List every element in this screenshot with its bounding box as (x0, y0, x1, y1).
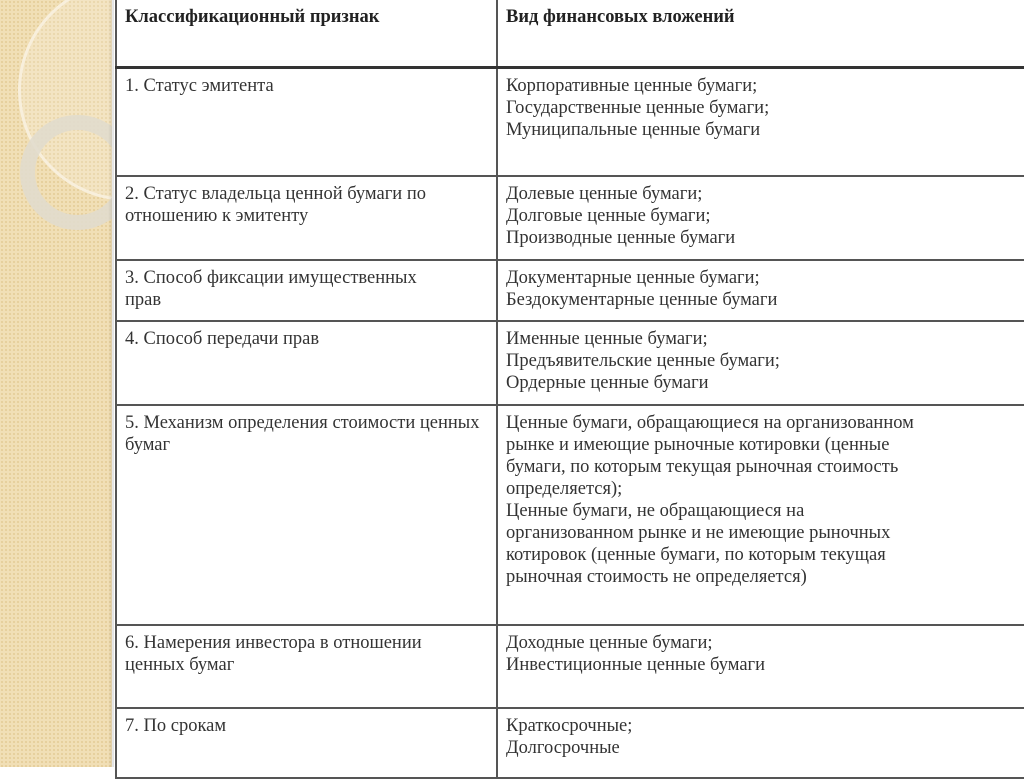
table-row: 4. Способ передачи прав Именные ценные б… (115, 319, 1024, 406)
type-item: Документарные ценные бумаги; (506, 267, 760, 288)
criterion-cell: 1. Статус эмитента (115, 66, 498, 177)
table-row: 1. Статус эмитента Корпоративные ценные … (115, 66, 1024, 177)
table-row: 6. Намерения инвестора в отношении ценны… (115, 623, 1024, 709)
decorative-sidebar (0, 0, 112, 767)
table-row: 5. Механизм определения стоимости ценных… (115, 403, 1024, 626)
criterion-cell: 7. По срокам (115, 706, 498, 779)
types-cell: Ценные бумаги, обращающиеся на организов… (496, 403, 1024, 626)
sidebar-shadow (108, 0, 114, 767)
type-item: Ордерные ценные бумаги (506, 372, 709, 393)
type-item: Именные ценные бумаги; (506, 328, 708, 349)
type-item: Производные ценные бумаги (506, 227, 736, 248)
types-cell: Корпоративные ценные бумаги; Государстве… (496, 66, 1024, 177)
criterion-cell: 4. Способ передачи прав (115, 319, 498, 406)
types-cell: Долевые ценные бумаги; Долговые ценные б… (496, 174, 1024, 261)
type-item: Ценные бумаги, обращающиеся на организов… (506, 412, 914, 499)
type-item: Долевые ценные бумаги; (506, 183, 703, 204)
types-cell: Именные ценные бумаги; Предъявительские … (496, 319, 1024, 406)
type-item: Корпоративные ценные бумаги; (506, 76, 758, 96)
table-row: 7. По срокам Краткосрочные; Долгосрочные (115, 706, 1024, 779)
type-item: Долгосрочные (506, 737, 620, 758)
type-item: Государственные ценные бумаги; (506, 98, 770, 118)
table-row: 3. Способ фиксации имущественных прав До… (115, 258, 1024, 322)
table-header: Классификационный признак Вид финансовых… (115, 0, 1024, 69)
types-cell: Краткосрочные; Долгосрочные (496, 706, 1024, 779)
criterion-cell: 3. Способ фиксации имущественных прав (115, 258, 498, 322)
type-item: Предъявительские ценные бумаги; (506, 350, 780, 371)
type-item: Ценные бумаги, не обращающиеся на органи… (506, 500, 891, 587)
type-item: Муниципальные ценные бумаги (506, 120, 761, 140)
types-cell: Доходные ценные бумаги; Инвестиционные ц… (496, 623, 1024, 709)
classification-table: Классификационный признак Вид финансовых… (115, 0, 1024, 779)
types-cell: Документарные ценные бумаги; Бездокумент… (496, 258, 1024, 322)
criterion-cell: 6. Намерения инвестора в отношении ценны… (115, 623, 498, 709)
type-item: Инвестиционные ценные бумаги (506, 654, 766, 675)
type-item: Краткосрочные; (506, 715, 633, 736)
type-item: Бездокументарные ценные бумаги (506, 289, 778, 310)
criterion-cell: 5. Механизм определения стоимости ценных… (115, 403, 498, 626)
type-item: Доходные ценные бумаги; (506, 632, 713, 653)
header-criterion: Классификационный признак (115, 0, 498, 69)
criterion-cell: 2. Статус владельца ценной бумаги по отн… (115, 174, 498, 261)
type-item: Долговые ценные бумаги; (506, 205, 711, 226)
table-row: 2. Статус владельца ценной бумаги по отн… (115, 174, 1024, 261)
header-type: Вид финансовых вложений (496, 0, 1024, 69)
